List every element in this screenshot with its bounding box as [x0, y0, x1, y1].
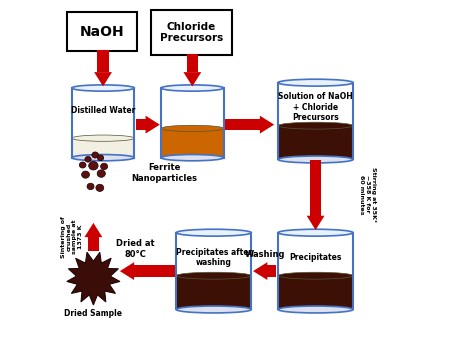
- Ellipse shape: [278, 306, 353, 313]
- Ellipse shape: [278, 79, 353, 86]
- Bar: [72, 88, 134, 158]
- Ellipse shape: [92, 152, 99, 158]
- Ellipse shape: [85, 157, 91, 162]
- Ellipse shape: [161, 125, 224, 131]
- Text: Stirring at 35K°
~358 K for
60 minutes: Stirring at 35K° ~358 K for 60 minutes: [359, 167, 376, 222]
- Text: Dried Sample: Dried Sample: [64, 309, 122, 318]
- Polygon shape: [120, 262, 134, 280]
- Bar: [88, 237, 99, 251]
- Ellipse shape: [278, 272, 353, 279]
- Bar: [278, 276, 353, 310]
- Ellipse shape: [79, 162, 86, 168]
- Text: Sintering of
crushed
sample at
1373 K: Sintering of crushed sample at 1373 K: [61, 216, 83, 258]
- Bar: [161, 88, 224, 158]
- Ellipse shape: [89, 161, 98, 170]
- Ellipse shape: [176, 229, 251, 236]
- Bar: [278, 233, 353, 310]
- Polygon shape: [307, 216, 325, 230]
- Text: Precipitates: Precipitates: [290, 253, 342, 262]
- Text: Washing: Washing: [245, 249, 285, 258]
- Polygon shape: [260, 116, 274, 134]
- FancyBboxPatch shape: [67, 12, 137, 51]
- Ellipse shape: [97, 170, 105, 177]
- Text: Chloride
Precursors: Chloride Precursors: [160, 22, 223, 44]
- Ellipse shape: [72, 154, 134, 161]
- Bar: [97, 50, 109, 72]
- Bar: [134, 265, 175, 277]
- Ellipse shape: [72, 85, 134, 91]
- Text: Precipitates after
washing: Precipitates after washing: [176, 248, 252, 267]
- Polygon shape: [67, 252, 120, 305]
- Bar: [176, 276, 251, 310]
- Ellipse shape: [161, 154, 224, 161]
- Text: Ferrite
Nanoparticles: Ferrite Nanoparticles: [132, 163, 198, 183]
- Ellipse shape: [96, 184, 104, 192]
- Ellipse shape: [278, 122, 353, 129]
- Bar: [187, 54, 198, 72]
- Text: Solution of NaOH
+ Chloride
Precursors: Solution of NaOH + Chloride Precursors: [278, 92, 353, 122]
- Bar: [310, 160, 321, 216]
- Bar: [278, 83, 353, 159]
- Ellipse shape: [176, 272, 251, 279]
- Polygon shape: [183, 72, 201, 86]
- Bar: [136, 119, 146, 130]
- Ellipse shape: [82, 171, 90, 178]
- Bar: [267, 265, 276, 277]
- Bar: [161, 129, 224, 158]
- Ellipse shape: [100, 163, 108, 170]
- Text: Dried at
80°C: Dried at 80°C: [116, 239, 155, 258]
- Ellipse shape: [161, 85, 224, 91]
- Ellipse shape: [97, 155, 104, 161]
- Bar: [176, 233, 251, 310]
- Ellipse shape: [176, 306, 251, 313]
- Ellipse shape: [278, 156, 353, 163]
- Text: Distilled Water: Distilled Water: [71, 106, 135, 115]
- Bar: [72, 138, 134, 158]
- Text: NaOH: NaOH: [80, 25, 125, 39]
- Bar: [278, 126, 353, 159]
- FancyBboxPatch shape: [151, 10, 232, 55]
- Ellipse shape: [72, 135, 134, 141]
- Polygon shape: [253, 262, 267, 280]
- Polygon shape: [94, 72, 112, 86]
- Polygon shape: [146, 116, 160, 134]
- Polygon shape: [84, 223, 102, 237]
- Bar: [225, 119, 260, 130]
- Ellipse shape: [87, 183, 94, 190]
- Ellipse shape: [278, 229, 353, 236]
